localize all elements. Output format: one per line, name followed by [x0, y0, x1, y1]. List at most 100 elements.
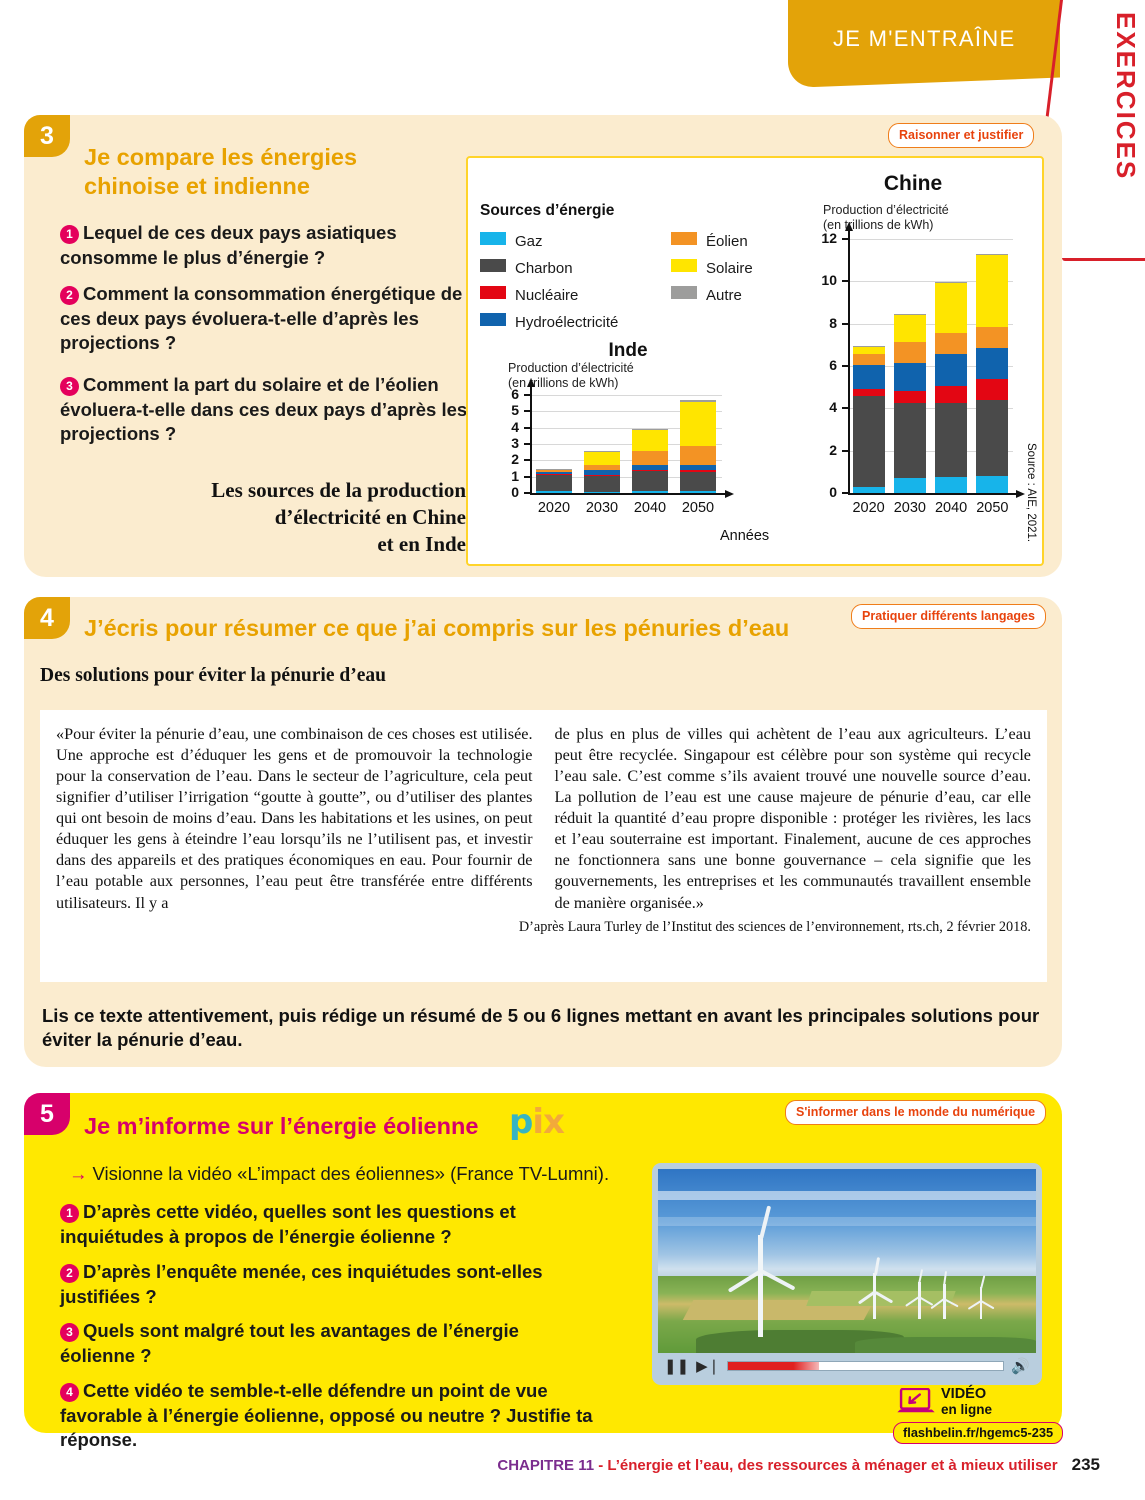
bar-segment — [935, 385, 968, 403]
question-bullet-1: 1 — [60, 1204, 79, 1223]
side-tab-label: EXERCICES — [1111, 12, 1141, 181]
y-axis-arrow — [527, 378, 535, 387]
bar-segment — [584, 474, 620, 477]
arrow-icon: → — [69, 1163, 88, 1184]
exercise-5-intro: → Visionne la vidéo «L’impact des éolienn… — [69, 1163, 610, 1184]
exercise-5-question-3: 3 Quels sont malgré tout les avantages de… — [60, 1320, 519, 1366]
exercise-5-skill-badge: S'informer dans le monde du numérique — [785, 1100, 1047, 1125]
legend-item-autre: Autre — [671, 286, 742, 304]
y-tickmark — [524, 426, 530, 429]
video-online-badge[interactable]: VIDÉO en ligne flashbelin.fr/hgemc5-235 — [893, 1386, 1064, 1448]
y-axis — [530, 385, 532, 493]
y-tickmark — [842, 322, 848, 325]
bar-segment — [893, 313, 926, 315]
bar-segment — [536, 473, 572, 475]
legend-swatch-hydroelectricite — [480, 313, 506, 326]
exercise-4-number: 4 — [24, 597, 70, 639]
bar-segment — [536, 471, 572, 474]
y-tickmark — [842, 407, 848, 410]
document-caption: Les sources de la production d’électrici… — [211, 478, 466, 556]
text-column-1: «Pour éviter la pénurie d’eau, une combi… — [56, 725, 533, 912]
legend-item-charbon: Charbon — [480, 259, 573, 277]
x-axis — [848, 493, 1017, 495]
exercise-3-skill-badge: Raisonner et justifier — [888, 123, 1035, 148]
bar-segment — [632, 465, 668, 470]
gridline — [530, 427, 722, 429]
legend-title: Sources d’énergie — [480, 202, 615, 219]
wind-turbine-icon — [967, 1275, 995, 1319]
exercise-5-question-1: 1 D’après cette vidéo, quelles sont les q… — [60, 1201, 516, 1247]
bar-segment — [584, 470, 620, 475]
pix-logo-p: p — [509, 1102, 533, 1142]
y-tick-label: 0 — [511, 484, 519, 500]
bar-segment — [680, 464, 716, 470]
exercices-side-tab: EXERCICES — [1028, 0, 1145, 285]
bar-segment — [632, 469, 668, 472]
bar-segment — [632, 450, 668, 466]
bar-segment — [536, 469, 572, 471]
question-bullet-3: 3 — [60, 377, 79, 396]
exercise-3-question-1: 1 Lequel de ces deux pays asiatiques cons… — [60, 222, 397, 268]
bar-segment — [976, 400, 1009, 477]
chart-source-note: Source : AIE, 2021. — [1025, 442, 1037, 542]
gridline — [848, 408, 1013, 410]
exercise-4-title: J’écris pour résumer ce que j’ai compris… — [84, 615, 790, 641]
exercise-3-number: 3 — [24, 115, 70, 157]
exercise-3-question-3: 3 Comment la part du solaire et de l’éoli… — [60, 374, 468, 445]
x-tick-label: 2050 — [976, 500, 1009, 516]
y-tickmark — [524, 443, 530, 445]
chart-inde-plot-area: 0 1 2 3 4 5 6 2020 2030 2040 2050 — [504, 361, 734, 519]
pause-icon[interactable]: ❚❚ — [664, 1357, 690, 1375]
je-mentraine-banner: JE M'ENTRAÎNE — [788, 0, 1060, 89]
bar-segment — [584, 464, 620, 471]
bar-segment — [680, 401, 716, 446]
exercise-5-question-2: 2 D’après l’enquête menée, ces inquiétude… — [60, 1261, 543, 1307]
x-axis-arrow — [1016, 490, 1025, 498]
y-tick-label: 10 — [821, 272, 837, 289]
bar-segment — [584, 476, 620, 492]
chart-chine-plot-area: 0 2 4 6 8 10 12 2020 2030 2040 2050 — [818, 203, 1025, 519]
bar-segment — [536, 470, 572, 472]
bar-segment — [536, 491, 572, 493]
bar-segment — [680, 445, 716, 465]
video-controls[interactable]: ❚❚ ▶❘ 🔊 — [658, 1353, 1036, 1379]
gridline — [848, 323, 1013, 325]
y-tickmark — [524, 410, 530, 413]
bar-segment — [893, 342, 926, 364]
x-tick-label: 2030 — [585, 500, 619, 516]
side-tab-rule-bottom — [1062, 258, 1145, 261]
bar-segment — [935, 283, 968, 334]
video-player[interactable]: ❚❚ ▶❘ 🔊 — [652, 1163, 1042, 1385]
video-badge-url[interactable]: flashbelin.fr/hgemc5-235 — [893, 1422, 1064, 1444]
video-progress-bar[interactable] — [727, 1361, 1005, 1371]
gridline — [530, 444, 722, 445]
y-tick-label: 3 — [511, 435, 519, 451]
next-frame-icon[interactable]: ▶❘ — [696, 1357, 721, 1375]
exercise-4-subhead: Des solutions pour éviter la pénurie d’e… — [40, 665, 386, 686]
exercise-4-skill-badge: Pratiquer différents langages — [851, 604, 1046, 629]
x-axis — [530, 493, 726, 495]
energy-chart-panel: Sources d’énergie Gaz Charbon Nucléaire … — [466, 156, 1044, 566]
pix-logo: pix — [509, 1102, 565, 1142]
y-tick-label: 4 — [511, 418, 519, 435]
bar-segment — [680, 399, 716, 402]
chart-title-inde: Inde — [608, 340, 648, 361]
volume-icon[interactable]: 🔊 — [1011, 1357, 1030, 1375]
laptop-icon — [897, 1388, 935, 1413]
bar-segment — [976, 327, 1009, 349]
bar-segment — [632, 429, 668, 451]
exercise-5-number: 5 — [24, 1093, 70, 1135]
bar-segment — [584, 491, 620, 493]
y-axis-arrow — [845, 222, 853, 231]
bar-segment — [584, 450, 620, 452]
y-tickmark — [524, 492, 530, 494]
banner-label: JE M'ENTRAÎNE — [832, 25, 1016, 51]
gridline — [530, 411, 722, 413]
stacked-bar — [584, 395, 620, 493]
bar-segment — [852, 388, 885, 396]
y-tick-label: 12 — [821, 230, 837, 246]
pix-logo-x: x — [543, 1102, 565, 1142]
y-tick-label: 8 — [829, 314, 837, 331]
gridline — [848, 366, 1013, 367]
y-tickmark — [842, 365, 848, 367]
